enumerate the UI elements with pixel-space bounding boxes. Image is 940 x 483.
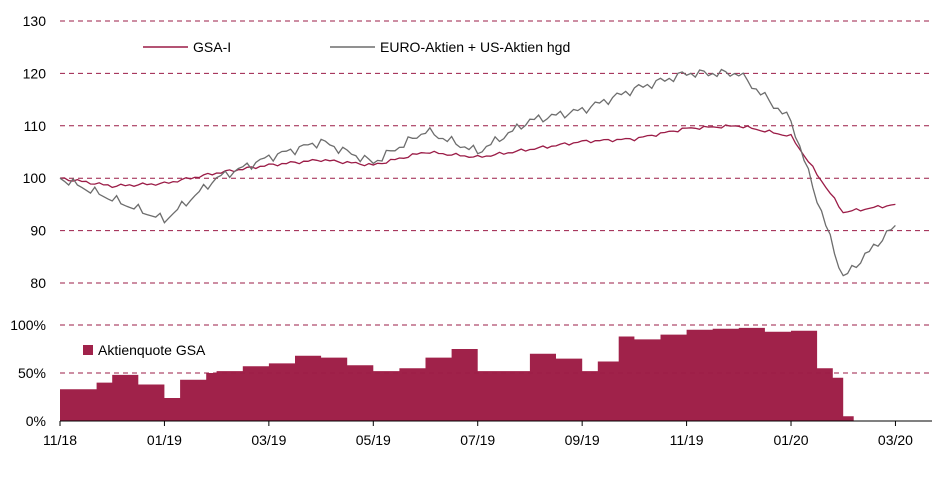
x-tick-03/20: 03/20 [878, 432, 913, 448]
legend-area-label: Aktienquote GSA [98, 342, 206, 358]
y-tick-90: 90 [30, 223, 46, 239]
bottom-gridlines [60, 324, 932, 374]
legend-area-swatch [83, 345, 93, 355]
y-tick-100: 100 [23, 170, 47, 186]
top-legend: GSA-I EURO-Aktien + US-Aktien hgd [143, 39, 570, 55]
x-tick-11/18: 11/18 [43, 432, 77, 448]
y-tick-120: 120 [23, 65, 47, 81]
y-tick-110: 110 [24, 118, 47, 134]
top-gridlines [60, 20, 932, 284]
x-tick-11/19: 11/19 [670, 432, 704, 448]
y-tick-80: 80 [30, 275, 46, 291]
y-tick-130: 130 [23, 13, 47, 29]
bottom-y-tick-labels: 100% 50% 0% [10, 317, 46, 429]
y-tick-100%: 100% [10, 317, 46, 333]
x-tick-09/19: 09/19 [565, 432, 600, 448]
legend-benchmark-label: EURO-Aktien + US-Aktien hgd [380, 39, 570, 55]
y-tick-0%: 0% [26, 413, 46, 429]
x-tick-01/20: 01/20 [773, 432, 808, 448]
y-tick-50%: 50% [18, 365, 46, 381]
x-tick-03/19: 03/19 [251, 432, 286, 448]
x-tick-01/19: 01/19 [147, 432, 182, 448]
series-line-benchmark [59, 68, 896, 277]
x-tick-05/19: 05/19 [356, 432, 391, 448]
top-y-tick-labels: 130 120 110 100 90 80 [23, 13, 47, 291]
legend-gsa-label: GSA-I [193, 39, 231, 55]
bottom-area-series [60, 327, 896, 421]
x-axis: 11/18 01/19 03/19 05/19 07/19 09/19 11/19 01/20… [43, 420, 932, 448]
series-line-gsa [59, 124, 896, 214]
x-tick-07/19: 07/19 [460, 432, 495, 448]
area-aktienquote [60, 327, 896, 421]
top-series-lines [59, 68, 896, 277]
bottom-legend: Aktienquote GSA [83, 342, 206, 358]
